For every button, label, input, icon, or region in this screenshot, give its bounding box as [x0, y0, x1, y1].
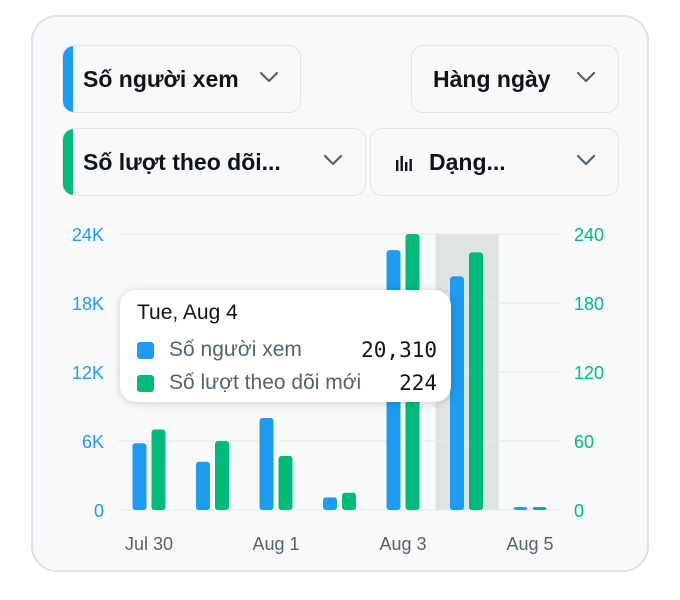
viewers-swatch	[137, 342, 154, 359]
x-tick-label: Aug 1	[252, 534, 299, 554]
tooltip-series-value: 224	[399, 371, 437, 395]
chart-style-dropdown[interactable]: Dạng...	[370, 128, 619, 196]
primary-metric-color-bar	[63, 46, 73, 112]
bar-chart-icon	[396, 156, 412, 171]
followers-bar	[215, 441, 229, 510]
viewers-bar	[259, 418, 274, 510]
followers-bar	[278, 455, 293, 510]
tooltip-date: Tue, Aug 4	[137, 301, 238, 324]
secondary-metric-color-bar	[63, 129, 73, 195]
secondary-metric-dropdown[interactable]: Số lượt theo dõi...	[62, 128, 366, 196]
tooltip-row-viewers: Số người xem 20,310	[137, 338, 437, 364]
y-right-tick-label: 240	[574, 225, 604, 245]
y-right-tick-label: 120	[574, 363, 604, 383]
viewers-bar	[196, 461, 210, 510]
primary-metric-dropdown[interactable]: Số người xem	[62, 45, 301, 113]
followers-bar	[469, 252, 483, 510]
y-left-tick-label: 12K	[72, 363, 104, 383]
chart-tooltip: Tue, Aug 4 Số người xem 20,310 Số lượt t…	[120, 290, 451, 402]
tooltip-series-name: Số người xem	[169, 338, 302, 361]
y-left-tick-label: 24K	[72, 225, 104, 245]
y-right-tick-label: 0	[574, 501, 584, 521]
viewers-bar	[450, 276, 464, 510]
tooltip-row-followers: Số lượt theo dõi mới 224	[137, 371, 437, 397]
viewers-bar	[132, 443, 147, 510]
followers-bar	[342, 492, 356, 510]
tooltip-series-value: 20,310	[361, 338, 437, 362]
chevron-down-icon	[259, 71, 279, 83]
chevron-down-icon	[323, 154, 343, 166]
chevron-down-icon	[576, 71, 596, 83]
followers-bar	[151, 429, 166, 510]
viewers-bar	[513, 507, 528, 510]
chart-style-label: Dạng...	[429, 149, 506, 175]
followers-bar	[532, 507, 547, 510]
viewers-bar	[323, 497, 337, 510]
x-tick-label: Aug 5	[506, 534, 553, 554]
y-left-tick-label: 18K	[72, 294, 104, 314]
followers-swatch	[137, 375, 154, 392]
y-left-tick-label: 0	[94, 501, 104, 521]
period-label: Hàng ngày	[433, 66, 551, 92]
tooltip-series-name: Số lượt theo dõi mới	[169, 371, 362, 394]
y-right-tick-label: 60	[574, 432, 594, 452]
y-right-tick-label: 180	[574, 294, 604, 314]
x-tick-label: Jul 30	[125, 534, 173, 554]
secondary-metric-label: Số lượt theo dõi...	[83, 149, 281, 175]
period-dropdown[interactable]: Hàng ngày	[411, 45, 619, 113]
y-left-tick-label: 6K	[82, 432, 104, 452]
x-tick-label: Aug 3	[379, 534, 426, 554]
chevron-down-icon	[576, 154, 596, 166]
primary-metric-label: Số người xem	[83, 66, 239, 92]
